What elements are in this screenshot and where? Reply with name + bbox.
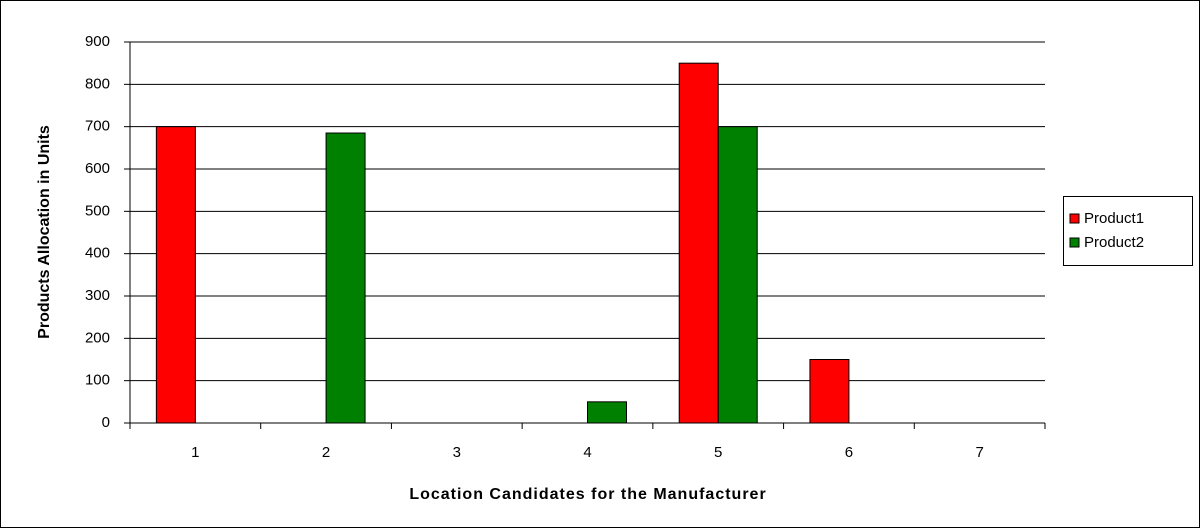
y-tick-label: 100	[85, 372, 110, 389]
x-tick-label: 2	[322, 444, 330, 461]
x-tick-label: 4	[583, 444, 591, 461]
y-tick-label: 300	[85, 287, 110, 304]
x-tick-label: 3	[453, 444, 461, 461]
bar	[678, 62, 719, 424]
y-tick-label: 400	[85, 245, 110, 262]
y-axis-title: Products Allocation in Units	[36, 125, 53, 339]
y-tick-label: 0	[102, 414, 110, 431]
y-tick-label: 600	[85, 160, 110, 177]
legend-box	[1063, 196, 1193, 266]
legend-swatch	[1069, 237, 1080, 248]
legend-label: Product1	[1084, 210, 1144, 227]
x-tick-label: 5	[714, 444, 722, 461]
legend-swatch	[1069, 213, 1080, 224]
legend-label: Product2	[1084, 234, 1144, 251]
y-tick-label: 900	[85, 33, 110, 50]
x-tick-label: 7	[975, 444, 983, 461]
y-tick-label: 700	[85, 118, 110, 135]
bar	[587, 401, 627, 424]
x-axis-title: Location Candidates for the Manufacturer	[409, 486, 766, 503]
bar	[155, 126, 196, 424]
x-tick-label: 1	[191, 444, 199, 461]
y-tick-label: 800	[85, 75, 110, 92]
bar	[325, 132, 366, 424]
bar	[809, 359, 850, 424]
bar	[717, 126, 758, 424]
y-tick-label: 200	[85, 329, 110, 346]
y-tick-label: 500	[85, 202, 110, 219]
x-tick-label: 6	[845, 444, 853, 461]
